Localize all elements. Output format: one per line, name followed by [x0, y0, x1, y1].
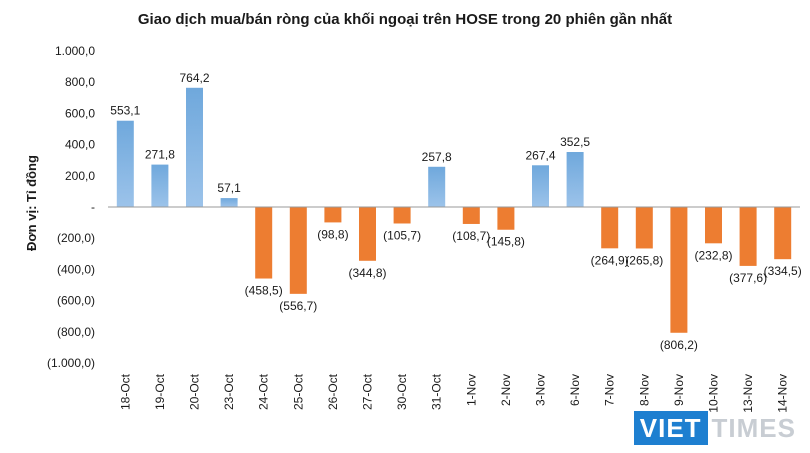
data-label: 352,5 — [560, 135, 590, 149]
x-tick-label: 9-Nov — [672, 374, 686, 406]
data-label: (145,8) — [487, 235, 525, 249]
data-label: (98,8) — [317, 227, 348, 241]
y-tick-label: (400,0) — [57, 262, 95, 276]
x-tick-label: 30-Oct — [395, 373, 409, 410]
bar — [151, 164, 169, 207]
x-tick-label: 19-Oct — [153, 373, 167, 410]
bar — [116, 120, 134, 207]
y-tick-label: 200,0 — [65, 169, 95, 183]
data-label: (377,6) — [729, 271, 767, 285]
bar — [566, 152, 584, 207]
x-tick-label: 13-Nov — [741, 374, 755, 413]
bar — [359, 207, 376, 261]
bar — [601, 207, 619, 249]
x-tick-label: 24-Oct — [257, 373, 271, 410]
x-tick-label: 10-Nov — [707, 374, 721, 413]
data-label: (556,7) — [279, 299, 317, 313]
y-axis-label: Đơn vị: Tỉ đồng — [24, 155, 39, 251]
bar — [635, 207, 653, 249]
bar — [462, 207, 480, 224]
y-tick-label: (600,0) — [57, 294, 95, 308]
data-label: 764,2 — [179, 71, 209, 85]
data-label: (334,5) — [764, 264, 802, 278]
bar — [705, 207, 722, 244]
data-label: 57,1 — [217, 181, 241, 195]
y-tick-label: 1.000,0 — [55, 44, 95, 58]
x-tick-label: 1-Nov — [464, 374, 478, 406]
bar — [739, 207, 757, 266]
y-tick-label: (200,0) — [57, 231, 95, 245]
x-tick-label: 8-Nov — [637, 374, 651, 406]
x-tick-label: 25-Oct — [291, 373, 305, 410]
x-tick-label: 18-Oct — [118, 373, 132, 410]
data-label: (264,9) — [591, 253, 629, 267]
bar — [497, 207, 515, 230]
x-tick-label: 14-Nov — [776, 374, 790, 413]
bar — [670, 207, 688, 333]
bar — [324, 207, 342, 223]
x-tick-label: 6-Nov — [568, 374, 582, 406]
y-tick-label: - — [91, 200, 95, 214]
y-tick-label: (1.000,0) — [47, 356, 95, 370]
x-tick-label: 3-Nov — [534, 374, 548, 406]
data-label: (105,7) — [383, 228, 421, 242]
x-tick-label: 26-Oct — [326, 373, 340, 410]
data-label: 257,8 — [422, 150, 452, 164]
data-label: (344,8) — [348, 266, 386, 280]
data-label: (108,7) — [452, 229, 490, 243]
y-tick-label: 800,0 — [65, 75, 95, 89]
bar — [428, 166, 446, 207]
bar — [774, 207, 792, 260]
bar — [220, 198, 238, 207]
bar — [255, 207, 273, 279]
y-tick-label: 600,0 — [65, 106, 95, 120]
x-tick-label: 2-Nov — [499, 374, 513, 406]
watermark-times: TIMES — [711, 413, 796, 443]
data-label: (232,8) — [694, 248, 732, 262]
x-tick-label: 20-Oct — [188, 373, 202, 410]
data-label: 553,1 — [110, 104, 140, 118]
data-label: 271,8 — [145, 148, 175, 162]
data-label: 267,4 — [525, 148, 555, 162]
x-tick-label: 7-Nov — [603, 374, 617, 406]
x-axis-labels: 18-Oct 19-Oct 20-Oct 23-Oct 24-Oct 25-Oct 26-O… — [118, 373, 789, 412]
viettimes-watermark: VIET TIMES — [633, 411, 796, 445]
bar — [289, 207, 307, 294]
data-label: (265,8) — [625, 253, 663, 267]
data-label: (806,2) — [660, 338, 698, 352]
data-label: (458,5) — [245, 284, 283, 298]
bar — [532, 165, 549, 207]
data-labels-group: 553,1 271,8 764,2 57,1 (458,5)(556,7) (98,8) (… — [110, 71, 801, 352]
y-tick-label: 400,0 — [65, 138, 95, 152]
bars-group — [116, 87, 792, 333]
x-tick-label: 23-Oct — [222, 373, 236, 410]
y-tick-label: (800,0) — [57, 325, 95, 339]
y-axis-ticks: 1.000,0 800,0 600,0 400,0 200,0 - (200,0) (400,… — [47, 44, 95, 370]
chart-title: Giao dịch mua/bán ròng của khối ngoại tr… — [138, 11, 672, 28]
x-tick-label: 27-Oct — [361, 373, 375, 410]
x-tick-label: 31-Oct — [430, 373, 444, 410]
watermark-viet: VIET — [633, 411, 708, 445]
bar — [393, 207, 411, 224]
bar — [186, 87, 203, 207]
